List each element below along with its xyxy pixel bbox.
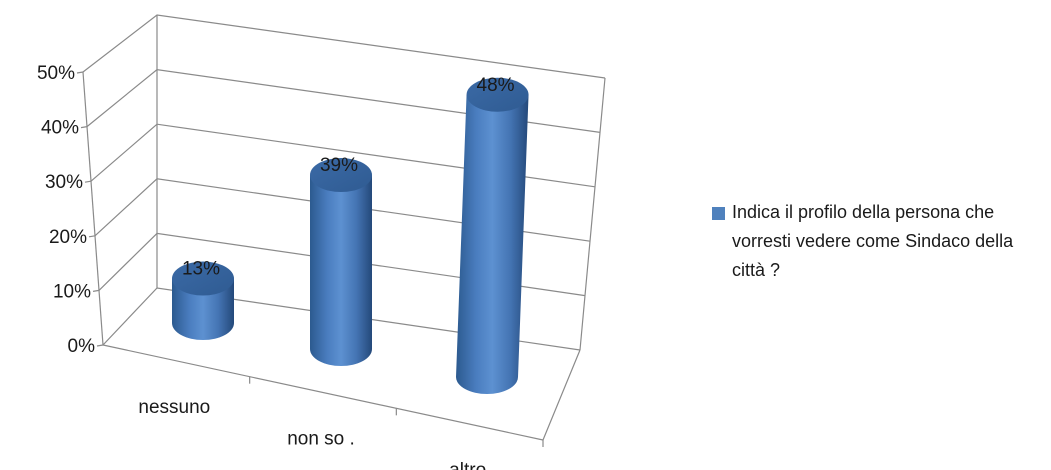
bar-body	[310, 175, 372, 366]
y-tick-label: 0%	[68, 336, 96, 357]
bar-body	[172, 278, 234, 340]
x-tick-label: altro	[449, 460, 486, 470]
x-tick-label: non so .	[287, 429, 355, 450]
gridlines	[82, 14, 606, 351]
bar-body	[456, 94, 529, 394]
y-tick-label: 30%	[45, 172, 83, 193]
y-tick-mark	[80, 126, 88, 129]
legend-swatch	[712, 207, 725, 220]
y-tick-mark	[96, 344, 104, 347]
data-label: 13%	[182, 259, 220, 280]
floor-right-edge	[542, 349, 581, 441]
data-label: 48%	[477, 75, 515, 96]
bar-nessuno	[172, 261, 234, 340]
legend: Indica il profilo della persona che vorr…	[712, 201, 1047, 285]
bar-non-so	[310, 158, 372, 366]
gridline	[82, 14, 606, 79]
legend-entry: Indica il profilo della persona che vorr…	[732, 202, 1014, 280]
gridline	[90, 123, 596, 188]
x-axis: nessuno non so . altro	[138, 376, 544, 470]
gridline	[102, 287, 581, 351]
y-axis: 0% 10% 20% 30% 40% 50%	[37, 63, 104, 357]
gridline	[94, 178, 591, 242]
data-labels: 13% 39% 48%	[182, 75, 515, 280]
floor-front-edge	[102, 344, 544, 441]
gridline	[86, 68, 601, 133]
bars	[172, 77, 529, 394]
plot-walls	[82, 15, 606, 441]
bar-top	[310, 158, 372, 193]
y-tick-label: 50%	[37, 63, 75, 84]
bar-top	[466, 77, 529, 112]
y-tick-label: 10%	[53, 281, 91, 302]
bar-altro	[456, 77, 529, 394]
x-tick-label: nessuno	[138, 397, 210, 418]
data-label: 39%	[320, 155, 358, 176]
y-tick-mark	[92, 289, 100, 292]
y-tick-label: 40%	[41, 118, 79, 139]
back-wall-right-edge	[579, 77, 606, 351]
y-tick-mark	[88, 235, 96, 238]
y-tick-mark	[84, 180, 92, 183]
y-tick-label: 20%	[49, 227, 87, 248]
bar-top	[172, 261, 234, 296]
y-axis-line	[82, 71, 104, 346]
gridline	[98, 232, 586, 297]
y-tick-mark	[76, 71, 84, 74]
